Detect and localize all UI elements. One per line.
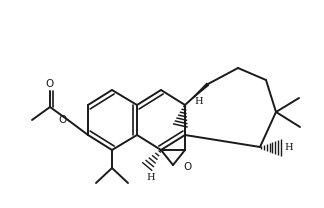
Polygon shape <box>185 83 209 105</box>
Text: H: H <box>147 173 155 182</box>
Text: H: H <box>194 97 202 105</box>
Text: O: O <box>183 162 191 172</box>
Text: O: O <box>46 79 54 89</box>
Text: H: H <box>284 142 293 151</box>
Text: O: O <box>59 115 67 125</box>
